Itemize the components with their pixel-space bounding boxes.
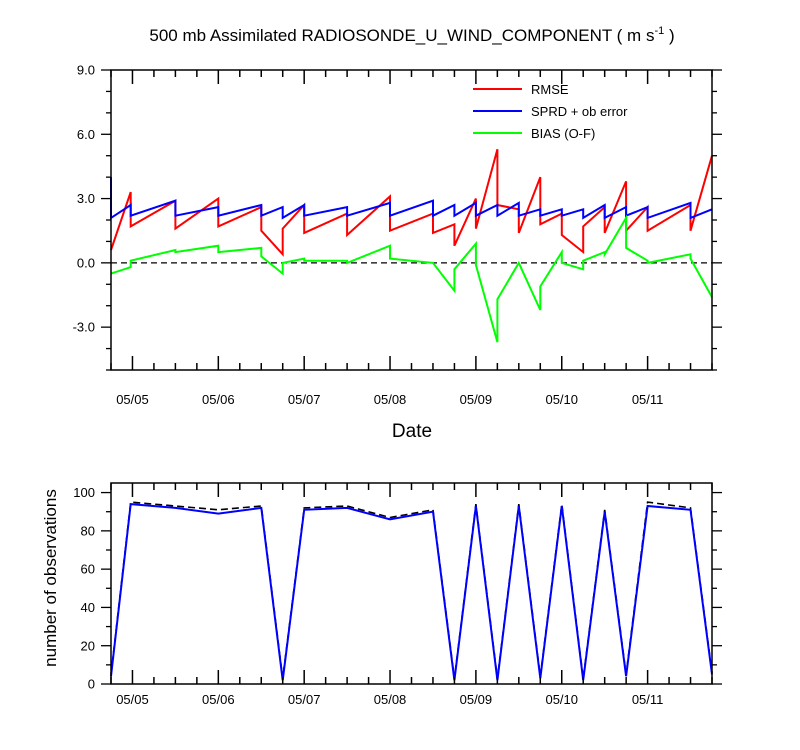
series-line-possible: [110, 501, 713, 679]
chart-title-units: ( m s: [617, 26, 655, 45]
y-tick-label: 40: [81, 600, 95, 615]
y-tick-label: 60: [81, 562, 95, 577]
x-tick-label: 05/07: [288, 392, 321, 407]
rmse-panel: 05/05 05/06 05/07 05/08 05/09 05/10 05/11 9.0 6.…: [73, 63, 722, 407]
observations-panel: 05/05 05/06 05/07 05/08 05/09 05/10 05/11 0 20 40…: [73, 482, 722, 707]
legend-label: SPRD + ob error: [531, 104, 628, 119]
x-tick-label: 05/10: [545, 692, 578, 707]
series-line-sprd-ob-error: [110, 177, 713, 220]
y-tick-label: 0.0: [77, 255, 95, 270]
x-tick-label: 05/11: [632, 692, 664, 707]
y-axis-label-observations: number of observations: [41, 489, 60, 667]
x-tick-label: 05/09: [460, 392, 493, 407]
series-line-rmse: [110, 149, 713, 257]
x-tick-label: 05/05: [116, 392, 149, 407]
x-tick-label: 05/05: [116, 692, 149, 707]
y-tick-label: 80: [81, 523, 95, 538]
series-line-bias-o-f: [110, 214, 713, 343]
y-tick-label: 20: [81, 638, 95, 653]
chart-title-units-sup: -1: [654, 25, 664, 37]
y-tick-label: 100: [73, 485, 95, 500]
chart-title: 500 mb Assimilated RADIOSONDE_U_WIND_COM…: [149, 25, 674, 45]
legend-label: RMSE: [531, 82, 569, 97]
series-line-used: [110, 503, 713, 681]
y-tick-label: 0: [88, 677, 95, 692]
x-tick-label: 05/09: [460, 692, 493, 707]
y-tick-label: 3.0: [77, 191, 95, 206]
x-tick-label: 05/11: [632, 392, 664, 407]
x-tick-label: 05/08: [374, 692, 407, 707]
chart-title-main: 500 mb Assimilated RADIOSONDE_U_WIND_COM…: [149, 26, 612, 45]
x-tick-label: 05/06: [202, 692, 235, 707]
y-tick-label: -3.0: [73, 320, 95, 335]
y-tick-label: 6.0: [77, 127, 95, 142]
x-tick-label: 05/06: [202, 392, 235, 407]
x-tick-label: 05/07: [288, 692, 321, 707]
x-tick-label: 05/08: [374, 392, 407, 407]
legend-label: BIAS (O-F): [531, 126, 595, 141]
chart-title-units-close: ): [664, 26, 674, 45]
x-axis-label: Date: [392, 421, 432, 442]
y-tick-label: 9.0: [77, 63, 95, 78]
x-tick-label: 05/10: [545, 392, 578, 407]
